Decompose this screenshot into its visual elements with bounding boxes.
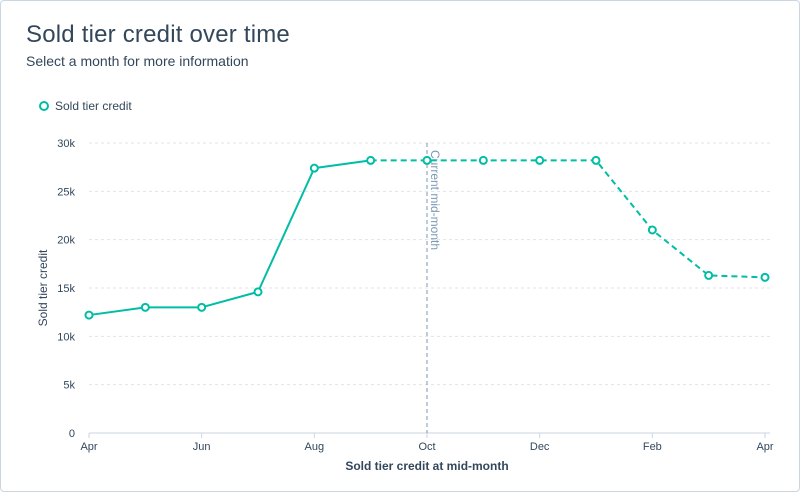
legend-item-sold-tier-credit[interactable]: Sold tier credit: [39, 99, 132, 113]
current-month-label: Current mid-month: [428, 150, 442, 250]
y-tick-label: 0: [69, 428, 75, 440]
x-tick-label: Apr: [756, 441, 773, 453]
data-point[interactable]: [478, 155, 488, 165]
y-tick-label: 10k: [57, 331, 75, 343]
chart-subtitle: Select a month for more information: [26, 53, 249, 69]
x-tick-label: Aug: [305, 441, 325, 453]
y-tick-label: 20k: [57, 235, 75, 247]
y-tick-label: 5k: [63, 380, 75, 392]
y-axis-title: Sold tier credit: [36, 249, 50, 326]
chart-title: Sold tier credit over time: [26, 21, 290, 48]
data-point[interactable]: [704, 270, 714, 280]
data-point[interactable]: [647, 225, 657, 235]
x-tick-label: Apr: [80, 441, 97, 453]
data-point[interactable]: [422, 155, 432, 165]
x-tick-label: Feb: [643, 441, 662, 453]
y-tick-label: 25k: [57, 186, 75, 198]
legend-label: Sold tier credit: [55, 99, 132, 113]
data-point[interactable]: [253, 287, 263, 297]
series-line-projected: [370, 159, 766, 279]
data-point[interactable]: [140, 302, 150, 312]
x-axis-title: Sold tier credit at mid-month: [345, 459, 508, 473]
y-tick-label: 15k: [57, 283, 75, 295]
x-tick-label: Jun: [193, 441, 211, 453]
x-tick-label: Oct: [418, 441, 435, 453]
series-line-actual: [88, 159, 371, 317]
y-tick-label: 30k: [57, 138, 75, 150]
data-point[interactable]: [535, 155, 545, 165]
data-point[interactable]: [309, 163, 319, 173]
data-point[interactable]: [84, 310, 94, 320]
x-tick-label: Dec: [530, 441, 550, 453]
data-point[interactable]: [591, 155, 601, 165]
data-point[interactable]: [197, 302, 207, 312]
data-point[interactable]: [366, 155, 376, 165]
legend-marker-icon: [39, 101, 49, 111]
data-point[interactable]: [760, 272, 770, 282]
